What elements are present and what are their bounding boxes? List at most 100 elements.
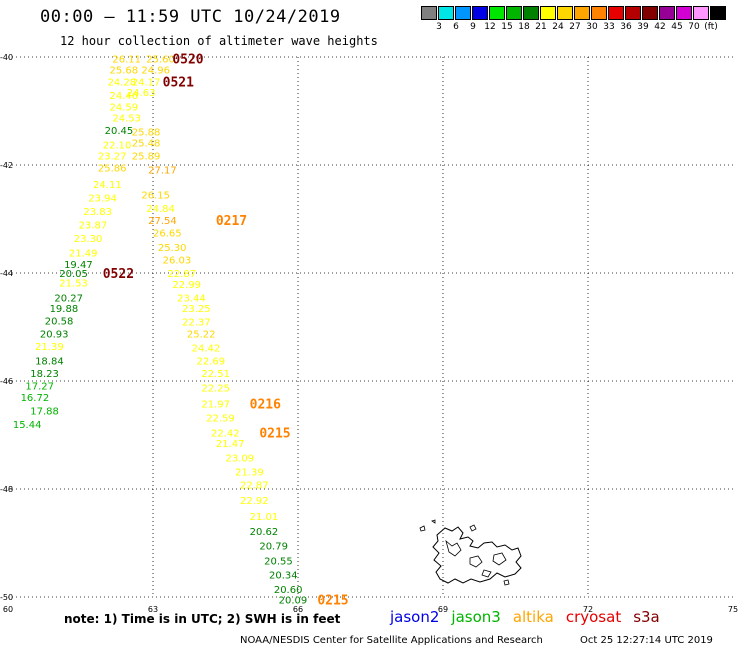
legend-label: 36: [620, 22, 632, 32]
wave-height-value: 21.47: [216, 439, 245, 450]
legend-swatch: [676, 6, 692, 20]
legend-label: 21: [535, 22, 547, 32]
y-tick-label: -42: [0, 161, 13, 170]
wave-height-value: 23.30: [74, 234, 103, 245]
wave-height-value: 18.23: [30, 369, 59, 380]
wave-height-value: 27.17: [148, 165, 177, 176]
legend-swatch: [472, 6, 488, 20]
y-tick-label: -40: [0, 53, 13, 62]
legend-swatch: [489, 6, 505, 20]
legend-label: 27: [569, 22, 581, 32]
wave-height-value: 20.62: [250, 527, 279, 538]
wave-height-value: 26.11: [112, 55, 141, 66]
wave-height-value: 19.88: [50, 304, 79, 315]
wave-height-value: 26.15: [141, 191, 170, 202]
wave-height-value: 22.92: [240, 496, 269, 507]
wave-height-value: 23.25: [182, 304, 211, 315]
wave-height-value: 24.17: [132, 77, 161, 88]
wave-height-value: 20.05: [59, 269, 88, 280]
legend-label: 39: [637, 22, 649, 32]
legend-label: 24: [552, 22, 564, 32]
wave-height-value: 25.89: [132, 151, 161, 162]
legend-swatch: [625, 6, 641, 20]
y-tick-label: -48: [0, 485, 13, 494]
legend-label: 18: [518, 22, 530, 32]
wave-height-value: 15.44: [13, 420, 42, 431]
credit-text: NOAA/NESDIS Center for Satellite Applica…: [240, 635, 543, 646]
wave-height-value: 24.63: [127, 88, 156, 99]
legend-label: 33: [603, 22, 615, 32]
wave-height-value: 20.09: [279, 596, 308, 607]
pass-number-label: 0521: [163, 75, 194, 90]
wave-height-value: 26.65: [153, 229, 182, 240]
units-note: note: 1) Time is in UTC; 2) SWH is in fe…: [64, 612, 341, 626]
wave-height-value: 22.87: [168, 269, 197, 280]
wave-height-value: 16.72: [21, 393, 50, 404]
wave-height-value: 20.55: [264, 556, 293, 567]
legend-swatch: [557, 6, 573, 20]
legend-label: 6: [453, 22, 459, 32]
legend-swatch: [506, 6, 522, 20]
legend-label: 15: [501, 22, 513, 32]
wave-height-value: 20.27: [54, 293, 83, 304]
legend-label: 45: [671, 22, 683, 32]
satellite-label-jason3: jason3: [451, 608, 501, 626]
wave-height-value: 25.30: [158, 243, 187, 254]
legend-swatch: [693, 6, 709, 20]
map-grid: 60 63 66 69 72 75 -40 -42 -44 -46 -48 -50: [0, 53, 738, 614]
pass-number-label: 0520: [172, 53, 203, 68]
pass-number-label: 0522: [103, 267, 134, 282]
wave-height-value: 23.94: [88, 193, 117, 204]
pass-number-label: 0217: [216, 214, 247, 229]
wave-height-value: 20.93: [40, 329, 69, 340]
x-tick-label: 63: [148, 605, 158, 614]
legend-swatch: [591, 6, 607, 20]
kerguelen-islands-outline: [419, 519, 522, 586]
wave-height-value: 25.22: [187, 329, 216, 340]
wave-height-value: 24.59: [110, 103, 139, 114]
wave-height-value: 23.27: [98, 151, 127, 162]
y-tick-label: -44: [0, 269, 13, 278]
wave-height-value: 23.44: [177, 293, 206, 304]
wave-height-value: 24.96: [141, 65, 170, 76]
pass-labels: 0520 0521 0217 0522 0216 0215 0215: [103, 53, 349, 609]
wave-height-value: 25.48: [132, 138, 161, 149]
wave-height-value: 25.86: [98, 164, 127, 175]
wave-height-value: 24.84: [146, 204, 175, 215]
wave-height-value: 24.46: [110, 91, 139, 102]
wave-height-value: 23.09: [226, 454, 255, 465]
wave-height-value: 21.53: [59, 279, 88, 290]
wave-height-value: 25.88: [132, 128, 161, 139]
x-tick-label: 66: [293, 605, 303, 614]
y-tick-label: -50: [0, 593, 13, 602]
wave-height-value: 21.49: [69, 248, 98, 259]
wave-height-value: 17.88: [30, 407, 59, 418]
x-tick-label: 75: [728, 605, 738, 614]
legend-swatch: [455, 6, 471, 20]
legend-swatch: [608, 6, 624, 20]
wave-height-value: 22.42: [211, 428, 240, 439]
legend-label: 30: [586, 22, 598, 32]
wave-height-value: 24.53: [112, 113, 141, 124]
legend-swatch: [540, 6, 556, 20]
wave-height-value: 22.99: [172, 280, 201, 291]
timestamp-text: Oct 25 12:27:14 UTC 2019: [580, 635, 713, 646]
legend-label: 42: [654, 22, 666, 32]
wave-height-value: 22.51: [201, 369, 230, 380]
wave-height-value: 20.45: [105, 126, 134, 137]
page-subtitle: 12 hour collection of altimeter wave hei…: [60, 34, 378, 48]
wave-height-value: 21.39: [235, 468, 264, 479]
wave-height-value: 20.58: [45, 317, 74, 328]
legend-label: 70: [688, 22, 700, 32]
x-tick-label: 60: [3, 605, 13, 614]
y-tick-label: -46: [0, 377, 13, 386]
wave-height-value: 25.60: [146, 55, 175, 66]
pass-number-label: 0216: [250, 398, 281, 413]
satellite-label-altika: altika: [512, 608, 554, 626]
legend-swatch: [421, 6, 437, 20]
wave-height-value: 24.28: [108, 77, 137, 88]
wave-height-value: 23.87: [79, 220, 108, 231]
satellite-label-cryosat: cryosat: [565, 608, 622, 626]
